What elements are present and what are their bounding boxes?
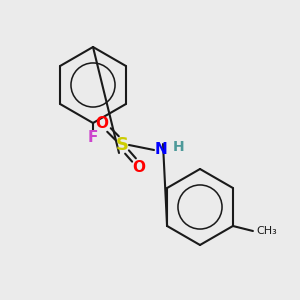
- Text: CH₃: CH₃: [256, 226, 277, 236]
- Text: H: H: [173, 140, 185, 154]
- Text: O: O: [95, 116, 109, 130]
- Text: S: S: [116, 136, 128, 154]
- Text: O: O: [133, 160, 146, 175]
- Text: N: N: [154, 142, 167, 158]
- Text: F: F: [88, 130, 98, 145]
